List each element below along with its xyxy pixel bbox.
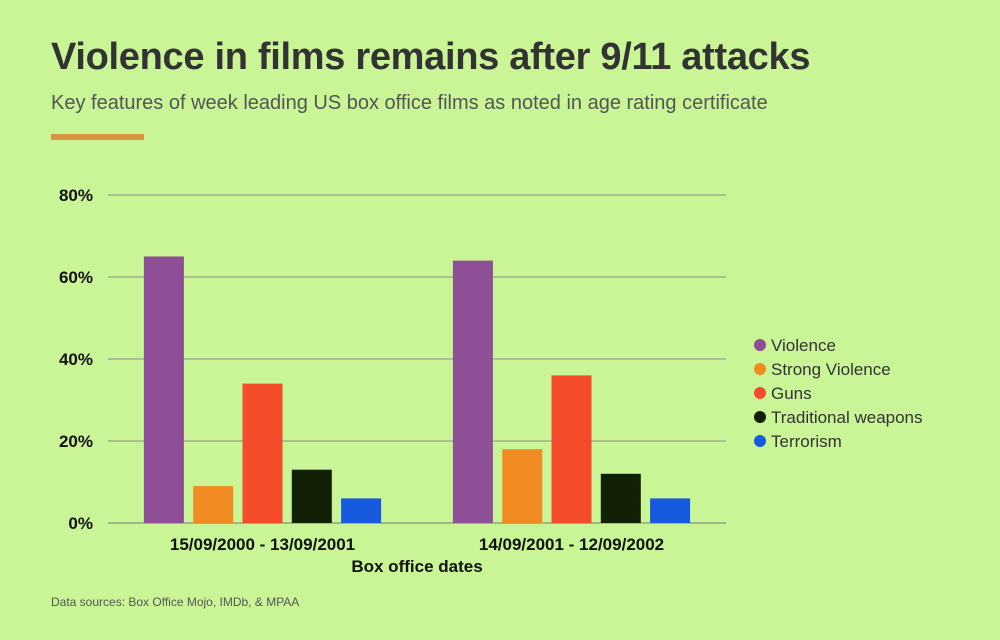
chart-subtitle: Key features of week leading US box offi… [51,92,768,114]
x-category-label: 15/09/2000 - 13/09/2001 [170,535,355,554]
legend-marker [754,339,766,351]
legend-label: Violence [771,336,836,355]
y-tick-label: 0% [68,514,93,533]
bar-guns [551,375,592,523]
legend-label: Terrorism [771,432,842,451]
y-tick-label: 80% [59,186,93,205]
bar-traditional-weapons [600,473,641,523]
legend-label: Guns [771,384,812,403]
y-tick-label: 20% [59,432,93,451]
chart-title: Violence in films remains after 9/11 att… [51,36,811,78]
bar-traditional-weapons [291,469,332,523]
bar-violence [452,260,493,523]
bar-violence [143,256,184,523]
bar-terrorism [650,498,691,523]
bar-terrorism [341,498,382,523]
legend: Violence Strong Violence Guns Traditional w… [754,336,923,451]
y-axis-ticks: 0% 20% 40% 60% 80% [59,186,93,533]
y-tick-label: 60% [59,268,93,287]
x-category-label: 14/09/2001 - 12/09/2002 [479,535,664,554]
data-source: Data sources: Box Office Mojo, IMDb, & M… [51,595,300,609]
legend-marker [754,363,766,375]
legend-label: Traditional weapons [771,408,923,427]
x-axis-categories: 15/09/2000 - 13/09/2001 14/09/2001 - 12/0… [170,535,664,554]
legend-marker [754,387,766,399]
legend-marker [754,435,766,447]
bars [143,256,691,523]
legend-label: Strong Violence [771,360,891,379]
bar-strong-violence [193,486,234,523]
bar-guns [242,383,283,523]
y-tick-label: 40% [59,350,93,369]
x-axis-title: Box office dates [351,557,482,576]
accent-rule [51,134,144,140]
bar-strong-violence [502,449,543,523]
legend-marker [754,411,766,423]
